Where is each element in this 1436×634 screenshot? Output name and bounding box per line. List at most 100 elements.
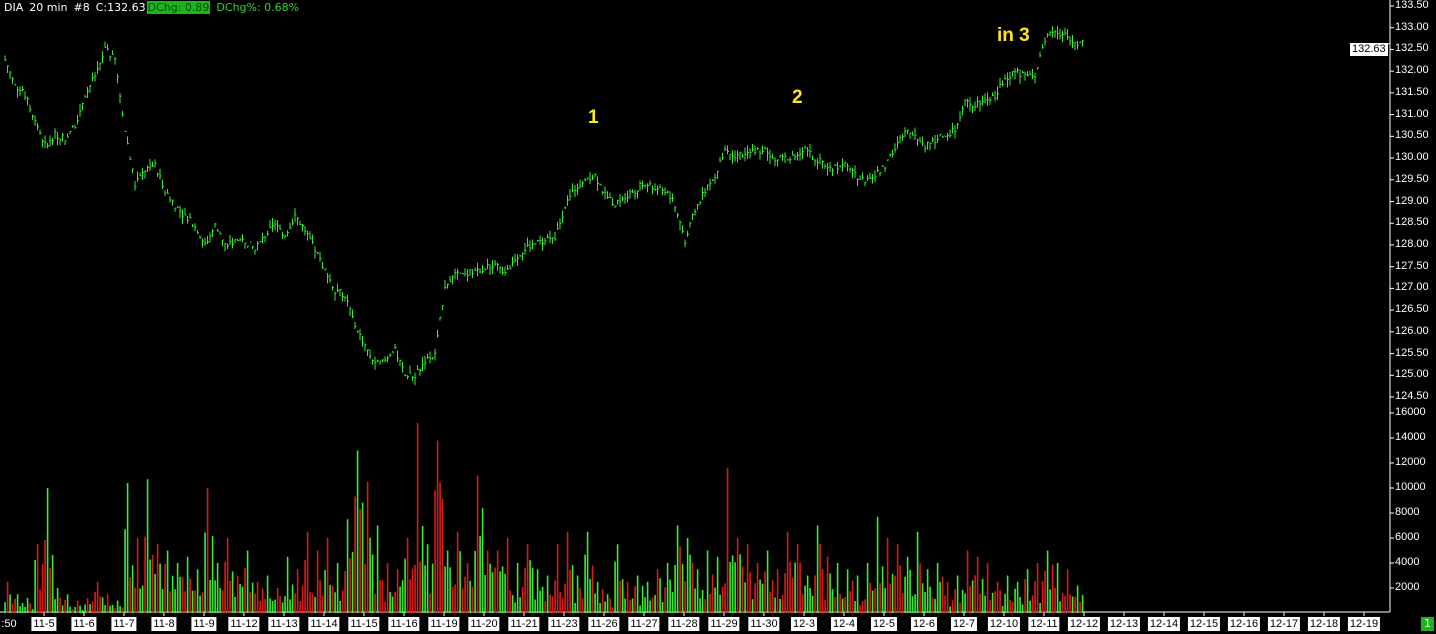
volume-bar xyxy=(786,531,789,613)
volume-bar xyxy=(24,606,26,613)
volume-bar xyxy=(696,569,699,613)
volume-bar xyxy=(641,585,644,613)
volume-bar xyxy=(89,604,91,613)
volume-bar xyxy=(1026,569,1029,613)
x-tick-label: 11-21 xyxy=(508,617,540,631)
volume-bar xyxy=(781,594,784,613)
volume-bar xyxy=(169,591,171,613)
volume-bar xyxy=(401,580,404,613)
volume-bar xyxy=(891,573,894,613)
price-tick-label: 127.50 xyxy=(1395,259,1429,272)
volume-bar xyxy=(504,573,506,613)
volume-bar xyxy=(254,593,256,613)
volume-bar xyxy=(624,598,626,613)
volume-bar xyxy=(914,594,916,613)
volume-bar xyxy=(664,587,666,613)
volume-bar xyxy=(754,583,756,613)
volume-bar xyxy=(564,583,566,613)
volume-bar xyxy=(536,569,539,613)
volume-bar xyxy=(179,576,181,613)
price-tick-label: 133.00 xyxy=(1395,20,1429,33)
volume-bar xyxy=(14,598,16,613)
volume-bar xyxy=(21,603,24,613)
volume-bar xyxy=(649,600,651,613)
volume-bar xyxy=(196,569,199,613)
volume-bar xyxy=(866,563,869,613)
volume-bar xyxy=(916,531,919,613)
volume-bar xyxy=(231,571,234,613)
volume-tick-label: 8000 xyxy=(1395,506,1420,518)
volume-bar xyxy=(491,572,494,613)
volume-bar xyxy=(639,605,641,613)
volume-bar xyxy=(329,584,331,613)
price-tick-label: 130.50 xyxy=(1395,129,1429,142)
volume-tick-label: 6000 xyxy=(1395,531,1420,543)
volume-bar xyxy=(749,572,751,613)
volume-bar xyxy=(584,554,586,613)
volume-bar xyxy=(286,556,289,613)
volume-bar xyxy=(114,608,116,613)
x-tick-label: 11-20 xyxy=(468,617,500,631)
page-indicator[interactable]: 1 xyxy=(1421,617,1434,631)
volume-bar xyxy=(421,525,424,613)
volume-bar xyxy=(756,563,759,613)
volume-bar xyxy=(429,593,431,613)
volume-bar xyxy=(794,562,796,613)
price-tick-label: 128.00 xyxy=(1395,237,1429,250)
volume-bar xyxy=(136,538,139,613)
volume-bar xyxy=(619,580,621,613)
volume-bar xyxy=(344,570,346,613)
x-tick-label-first: :50 xyxy=(0,617,19,631)
volume-bar xyxy=(151,554,154,613)
volume-bar xyxy=(681,564,684,613)
volume-bar xyxy=(546,575,549,613)
volume-bar xyxy=(716,556,719,613)
volume-bar xyxy=(604,601,606,613)
volume-bar xyxy=(371,554,374,613)
interval[interactable]: 20 min xyxy=(29,1,68,14)
volume-bar xyxy=(276,588,279,613)
volume-bar xyxy=(511,594,514,613)
volume-bar xyxy=(1064,595,1066,613)
x-tick-label: 11-27 xyxy=(628,617,660,631)
volume-bar xyxy=(31,609,34,613)
volume-bar xyxy=(559,592,561,613)
volume-bar xyxy=(36,544,39,613)
volume-bar xyxy=(644,597,646,613)
volume-bar xyxy=(289,599,291,613)
volume-bar xyxy=(561,597,564,613)
volume-bar xyxy=(11,603,14,613)
volume-bar xyxy=(721,586,724,613)
volume-bar xyxy=(931,597,934,613)
volume-bar xyxy=(779,598,781,613)
volume-bar xyxy=(514,602,516,613)
volume-bar xyxy=(1036,563,1039,613)
volume-bar xyxy=(886,538,889,613)
volume-tick-label: 12000 xyxy=(1395,456,1426,468)
volume-bar xyxy=(454,584,456,613)
volume-bar xyxy=(236,575,239,613)
volume-bar xyxy=(181,577,184,613)
volume-bar xyxy=(526,544,529,613)
volume-bar xyxy=(406,538,409,613)
volume-bar xyxy=(911,596,914,613)
volume-bar xyxy=(306,531,309,613)
volume-bar xyxy=(1066,569,1069,613)
volume-bar xyxy=(521,587,524,613)
volume-bar xyxy=(831,589,834,613)
volume-bar xyxy=(186,556,189,613)
symbol[interactable]: DIA xyxy=(4,1,24,14)
volume-bar xyxy=(1034,581,1036,613)
volume-bar xyxy=(111,604,114,613)
volume-bar xyxy=(131,565,134,613)
volume-bar xyxy=(304,560,306,613)
volume-bar xyxy=(811,595,814,613)
x-tick-label: 12-3 xyxy=(790,617,818,631)
volume-bar xyxy=(84,604,86,613)
volume-bar xyxy=(864,599,866,613)
volume-bar xyxy=(1076,585,1079,613)
volume-bar xyxy=(134,587,136,613)
volume-bar xyxy=(841,598,844,613)
volume-bar xyxy=(91,601,94,613)
